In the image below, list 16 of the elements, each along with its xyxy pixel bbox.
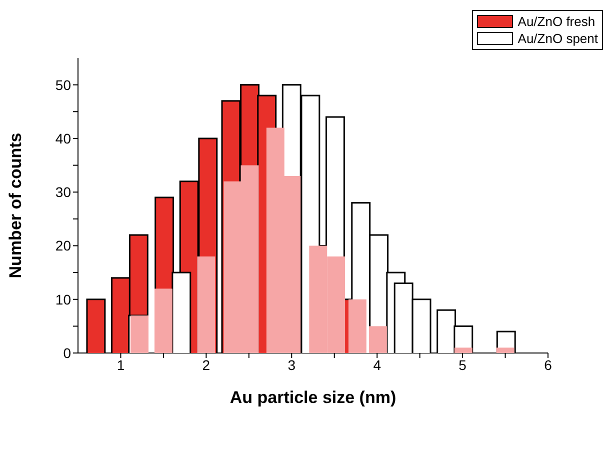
x-tick-label: 1	[116, 356, 125, 373]
x-tick-label: 3	[288, 356, 296, 373]
legend-label: Au/ZnO spent	[518, 30, 598, 47]
legend-label: Au/ZnO fresh	[518, 13, 596, 30]
y-tick-label: 0	[63, 344, 72, 361]
y-tick-label: 10	[55, 291, 72, 308]
x-axis-title: Au particle size (nm)	[230, 388, 396, 407]
x-tick-label: 4	[373, 356, 382, 373]
y-tick-label: 30	[55, 184, 72, 200]
x-tick-label: 2	[202, 356, 210, 373]
y-tick-label: 40	[55, 130, 72, 146]
y-tick-label: 50	[55, 76, 72, 93]
x-tick-label: 5	[458, 356, 467, 373]
y-tick-label: 20	[55, 238, 72, 254]
x-tick-label: 6	[544, 356, 552, 373]
y-axis-title: Number of counts	[6, 132, 26, 278]
